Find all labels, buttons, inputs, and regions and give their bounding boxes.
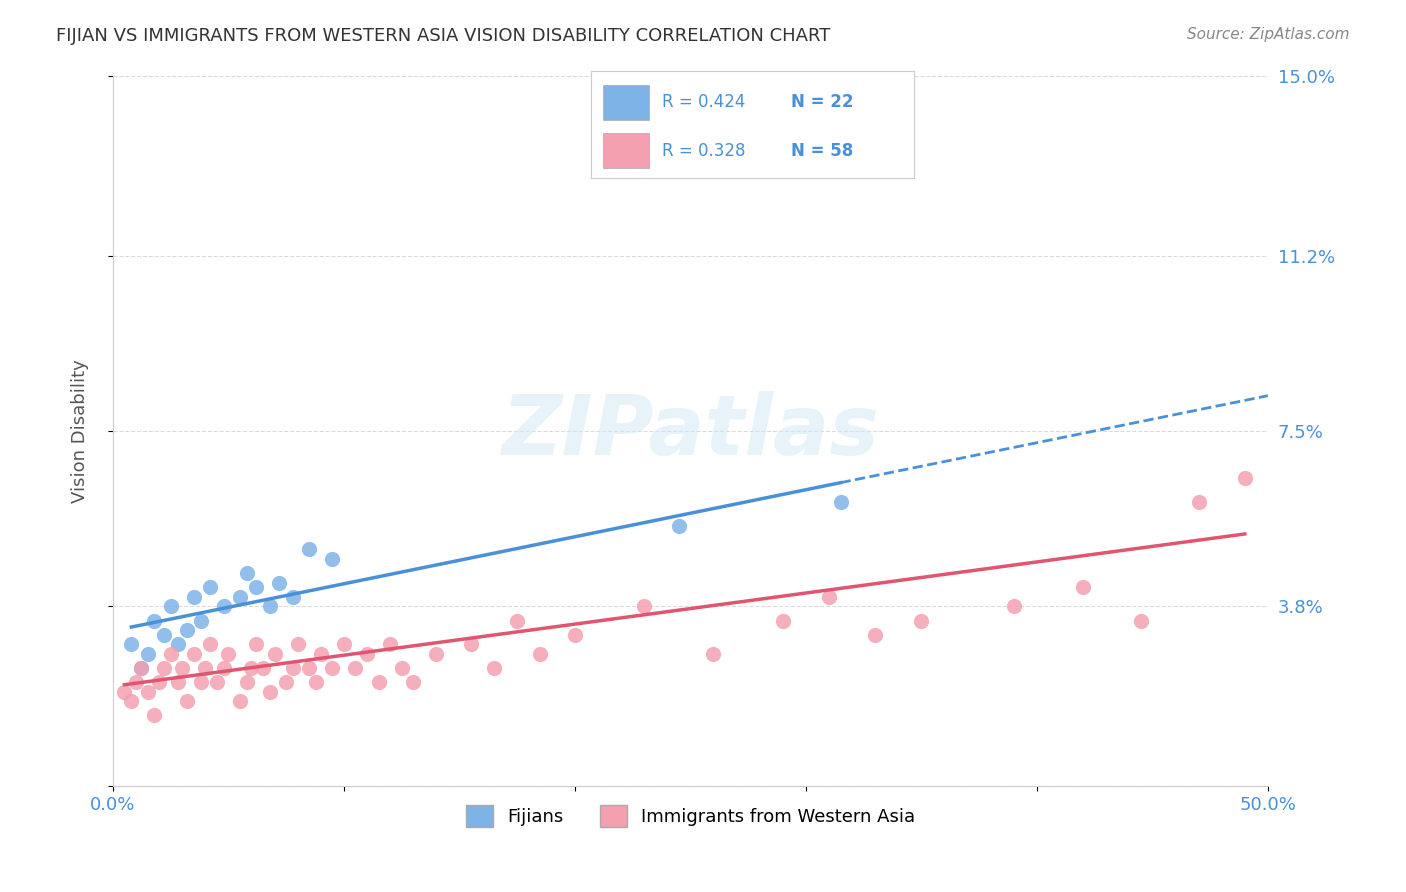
Point bbox=[863, 628, 886, 642]
Point bbox=[287, 637, 309, 651]
Point bbox=[236, 566, 259, 581]
Point bbox=[212, 599, 235, 614]
Point bbox=[148, 675, 170, 690]
Point bbox=[259, 684, 281, 698]
Point bbox=[240, 661, 263, 675]
Point bbox=[344, 661, 367, 675]
Point bbox=[830, 495, 852, 509]
Point bbox=[252, 661, 274, 675]
Point bbox=[633, 599, 655, 614]
Point bbox=[378, 637, 401, 651]
Point bbox=[402, 675, 425, 690]
Point bbox=[702, 647, 724, 661]
Point bbox=[143, 614, 166, 628]
Point bbox=[668, 518, 690, 533]
Point bbox=[194, 661, 217, 675]
Point bbox=[172, 661, 194, 675]
Point bbox=[143, 708, 166, 723]
Point bbox=[305, 675, 328, 690]
Point bbox=[506, 614, 529, 628]
Point bbox=[229, 590, 252, 604]
Point bbox=[212, 661, 235, 675]
Point bbox=[183, 647, 205, 661]
Text: Source: ZipAtlas.com: Source: ZipAtlas.com bbox=[1187, 27, 1350, 42]
Point bbox=[166, 637, 188, 651]
FancyBboxPatch shape bbox=[603, 86, 648, 120]
Point bbox=[564, 628, 586, 642]
Point bbox=[236, 675, 259, 690]
Point bbox=[159, 599, 181, 614]
Point bbox=[190, 614, 212, 628]
Point bbox=[391, 661, 413, 675]
Point bbox=[129, 661, 152, 675]
Point bbox=[1187, 495, 1209, 509]
Point bbox=[482, 661, 505, 675]
Point bbox=[281, 590, 304, 604]
Text: ZIPatlas: ZIPatlas bbox=[502, 391, 879, 472]
Point bbox=[190, 675, 212, 690]
Point bbox=[298, 661, 321, 675]
Point bbox=[356, 647, 378, 661]
Point bbox=[112, 684, 135, 698]
Point bbox=[229, 694, 252, 708]
Point bbox=[910, 614, 932, 628]
Point bbox=[198, 637, 221, 651]
Legend: Fijians, Immigrants from Western Asia: Fijians, Immigrants from Western Asia bbox=[458, 797, 922, 834]
Point bbox=[1129, 614, 1152, 628]
Point bbox=[460, 637, 482, 651]
Point bbox=[281, 661, 304, 675]
Point bbox=[1071, 581, 1094, 595]
Point bbox=[198, 581, 221, 595]
Point bbox=[1002, 599, 1025, 614]
Point bbox=[425, 647, 447, 661]
Point bbox=[176, 623, 198, 637]
Point bbox=[152, 661, 174, 675]
Point bbox=[136, 647, 159, 661]
Point bbox=[333, 637, 356, 651]
Point bbox=[274, 675, 297, 690]
Text: FIJIAN VS IMMIGRANTS FROM WESTERN ASIA VISION DISABILITY CORRELATION CHART: FIJIAN VS IMMIGRANTS FROM WESTERN ASIA V… bbox=[56, 27, 831, 45]
Point bbox=[818, 590, 841, 604]
Point bbox=[259, 599, 281, 614]
Point bbox=[152, 628, 174, 642]
Point bbox=[120, 637, 142, 651]
Point bbox=[321, 552, 343, 566]
Y-axis label: Vision Disability: Vision Disability bbox=[72, 359, 89, 503]
Point bbox=[166, 675, 188, 690]
Text: R = 0.424: R = 0.424 bbox=[662, 94, 745, 112]
Point bbox=[263, 647, 285, 661]
Text: N = 22: N = 22 bbox=[792, 94, 853, 112]
Point bbox=[125, 675, 148, 690]
Text: N = 58: N = 58 bbox=[792, 142, 853, 160]
Point bbox=[321, 661, 343, 675]
Point bbox=[217, 647, 239, 661]
Point bbox=[772, 614, 794, 628]
Point bbox=[599, 163, 621, 178]
Point bbox=[309, 647, 332, 661]
Point bbox=[245, 581, 267, 595]
Point bbox=[176, 694, 198, 708]
Point bbox=[367, 675, 389, 690]
Point bbox=[298, 542, 321, 557]
Point bbox=[205, 675, 228, 690]
Point bbox=[129, 661, 152, 675]
FancyBboxPatch shape bbox=[603, 134, 648, 168]
Point bbox=[159, 647, 181, 661]
Point bbox=[529, 647, 551, 661]
Point bbox=[183, 590, 205, 604]
Point bbox=[245, 637, 267, 651]
Text: R = 0.328: R = 0.328 bbox=[662, 142, 745, 160]
Point bbox=[269, 575, 291, 590]
Point bbox=[136, 684, 159, 698]
Point bbox=[1233, 471, 1256, 485]
Point bbox=[120, 694, 142, 708]
